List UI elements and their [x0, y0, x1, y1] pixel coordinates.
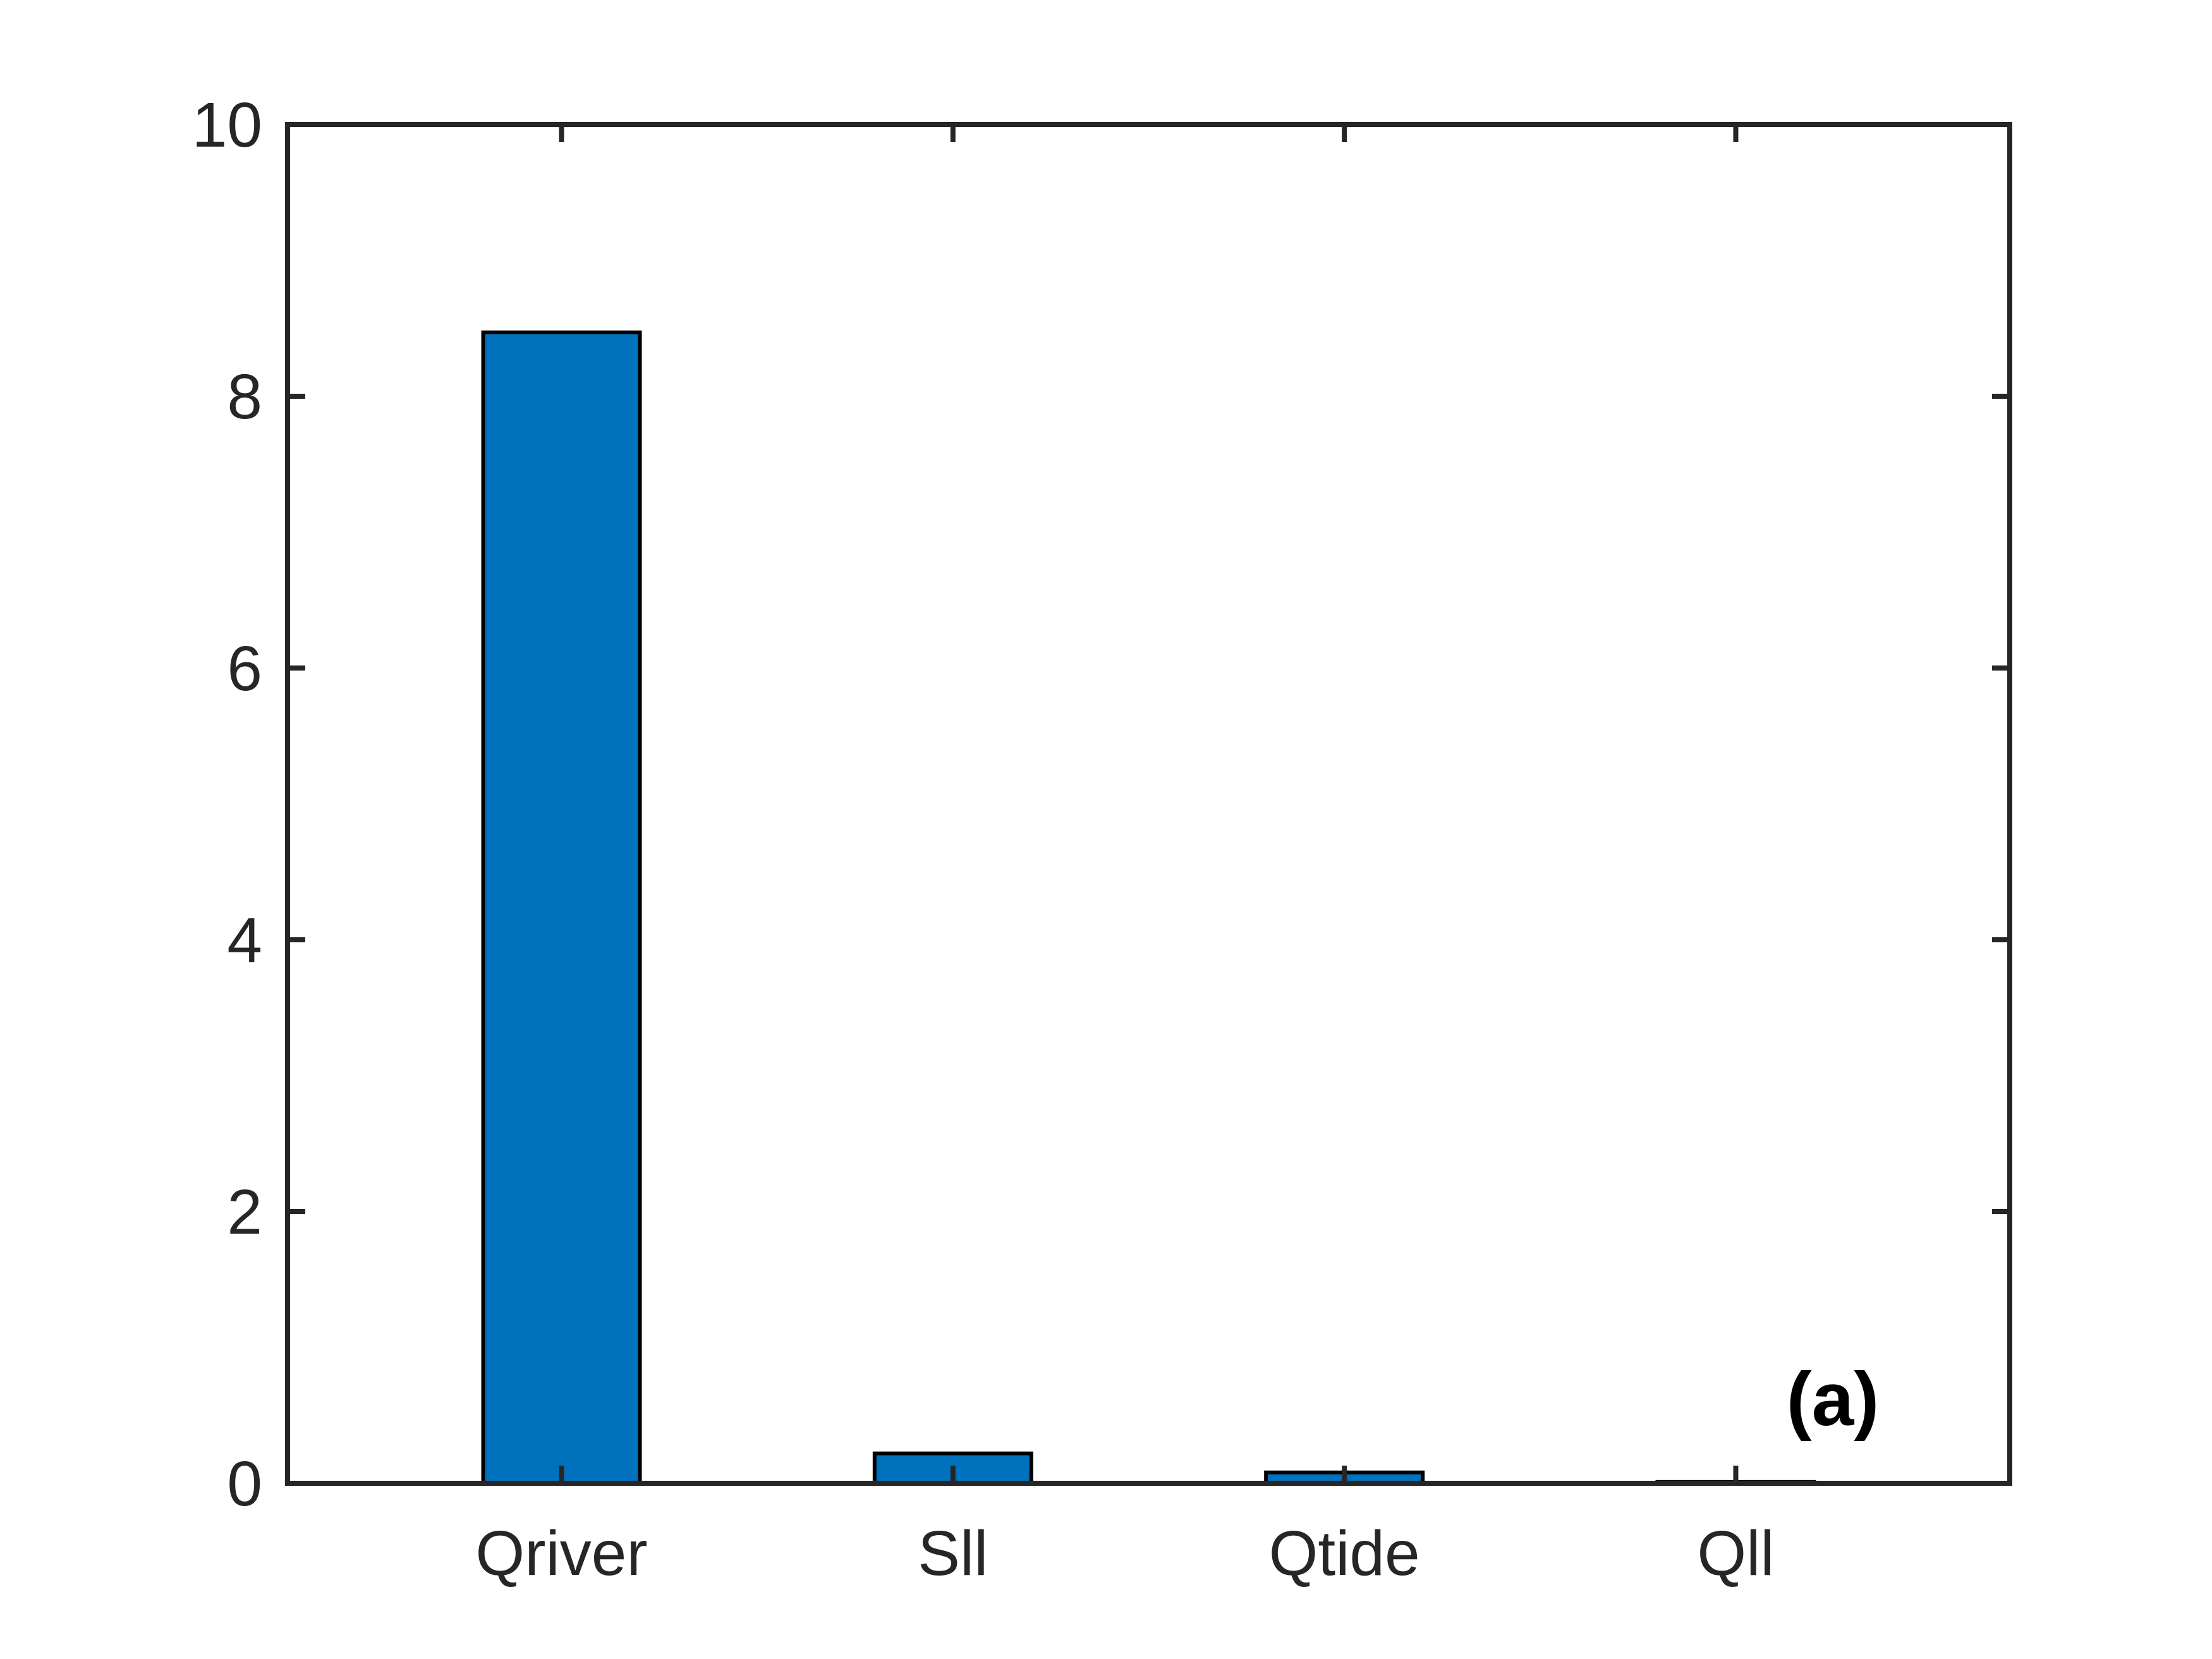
y-tick-label: 10	[192, 90, 262, 161]
y-tick-label: 6	[227, 633, 262, 704]
tick-labels-group: 0 2 4 6 8 10 Qriver Sll Qtide Qll	[192, 90, 1775, 1589]
ticks-group	[288, 122, 2010, 1486]
axes-group	[285, 122, 2012, 1486]
panel-annotation: (a)	[1787, 1357, 1880, 1442]
axes-box	[285, 122, 2012, 1486]
x-tick-label: Qriver	[475, 1518, 647, 1589]
x-tick-label: Qll	[1697, 1518, 1774, 1589]
x-tick-label: Sll	[918, 1518, 988, 1589]
y-tick-label: 0	[227, 1449, 262, 1519]
y-tick-label: 8	[227, 362, 262, 432]
bar-qriver	[481, 330, 642, 1486]
y-tick-label: 2	[227, 1177, 262, 1248]
y-tick-label: 4	[227, 905, 262, 976]
x-tick-label: Qtide	[1269, 1518, 1420, 1589]
